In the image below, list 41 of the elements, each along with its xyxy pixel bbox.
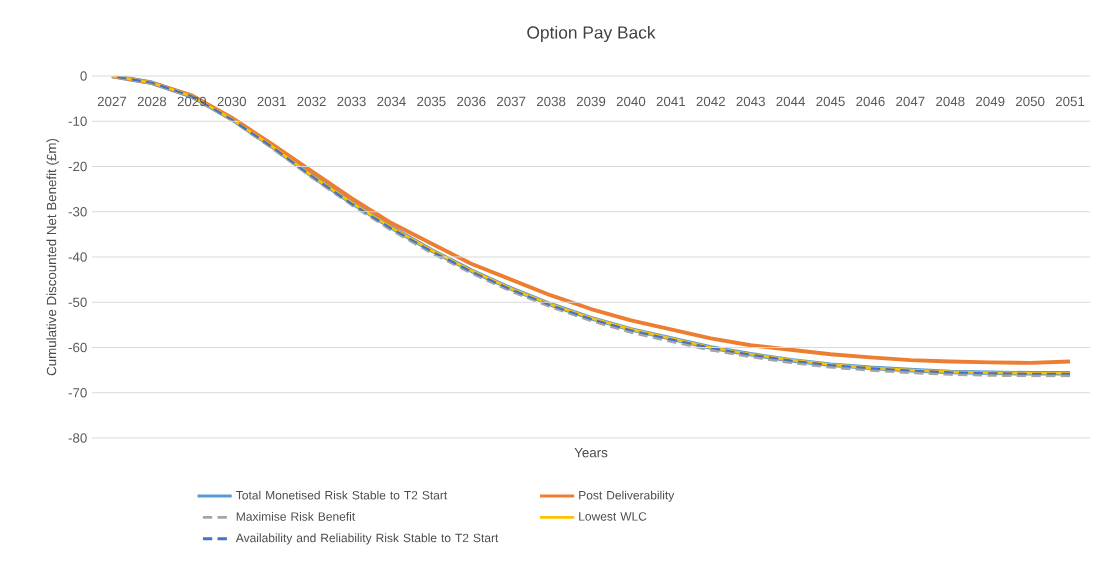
y-tick-label: -50 bbox=[68, 297, 87, 307]
legend-label: Availability and Reliability Risk Stable to T2 Start bbox=[235, 533, 499, 545]
legend-label: Post Deliverability bbox=[579, 490, 675, 502]
chart-title: Option Pay Back bbox=[527, 25, 656, 43]
x-tick-label: 2027 bbox=[97, 96, 127, 107]
x-tick-label: 2030 bbox=[217, 96, 247, 107]
x-tick-label: 2041 bbox=[656, 96, 686, 107]
x-tick-label: 2050 bbox=[1015, 96, 1045, 107]
x-tick-label: 2031 bbox=[257, 96, 286, 107]
x-axis-title: Years bbox=[574, 448, 608, 458]
x-tick-label: 2042 bbox=[696, 96, 725, 107]
x-tick-label: 2036 bbox=[457, 96, 486, 107]
x-tick-label: 2032 bbox=[297, 96, 326, 107]
x-tick-label: 2033 bbox=[337, 96, 366, 107]
x-tick-label: 2048 bbox=[936, 96, 965, 107]
x-tick-label: 2035 bbox=[417, 96, 446, 107]
legend-label: Lowest WLC bbox=[579, 512, 647, 521]
x-tick-label: 2037 bbox=[497, 96, 526, 107]
x-tick-label: 2034 bbox=[377, 96, 406, 107]
y-tick-label: -80 bbox=[68, 433, 87, 443]
y-axis-title: Cumulative Discounted Net Benefit (£m) bbox=[46, 138, 59, 376]
legend-label: Maximise Risk Benefit bbox=[236, 512, 356, 521]
y-tick-label: -10 bbox=[68, 116, 87, 126]
x-tick-label: 2043 bbox=[736, 96, 765, 107]
legend-label: Total Monetised Risk Stable to T2 Start bbox=[236, 490, 448, 500]
x-tick-label: 2045 bbox=[816, 96, 845, 107]
x-tick-label: 2046 bbox=[856, 96, 885, 107]
x-tick-label: 2038 bbox=[536, 96, 566, 107]
y-tick-label: -20 bbox=[68, 161, 87, 172]
y-tick-label: -70 bbox=[68, 388, 87, 398]
y-tick-label: 0 bbox=[80, 71, 87, 81]
x-tick-label: 2039 bbox=[576, 96, 606, 107]
y-tick-label: -30 bbox=[68, 207, 87, 217]
x-tick-label: 2040 bbox=[616, 96, 646, 107]
x-tick-label: 2044 bbox=[776, 96, 806, 107]
x-tick-label: 2049 bbox=[976, 96, 1005, 107]
x-tick-label: 2028 bbox=[137, 96, 167, 107]
x-tick-label: 2047 bbox=[896, 96, 925, 107]
y-tick-label: -40 bbox=[68, 252, 87, 262]
y-tick-label: -60 bbox=[68, 342, 87, 353]
x-tick-label: 2051 bbox=[1055, 96, 1085, 107]
